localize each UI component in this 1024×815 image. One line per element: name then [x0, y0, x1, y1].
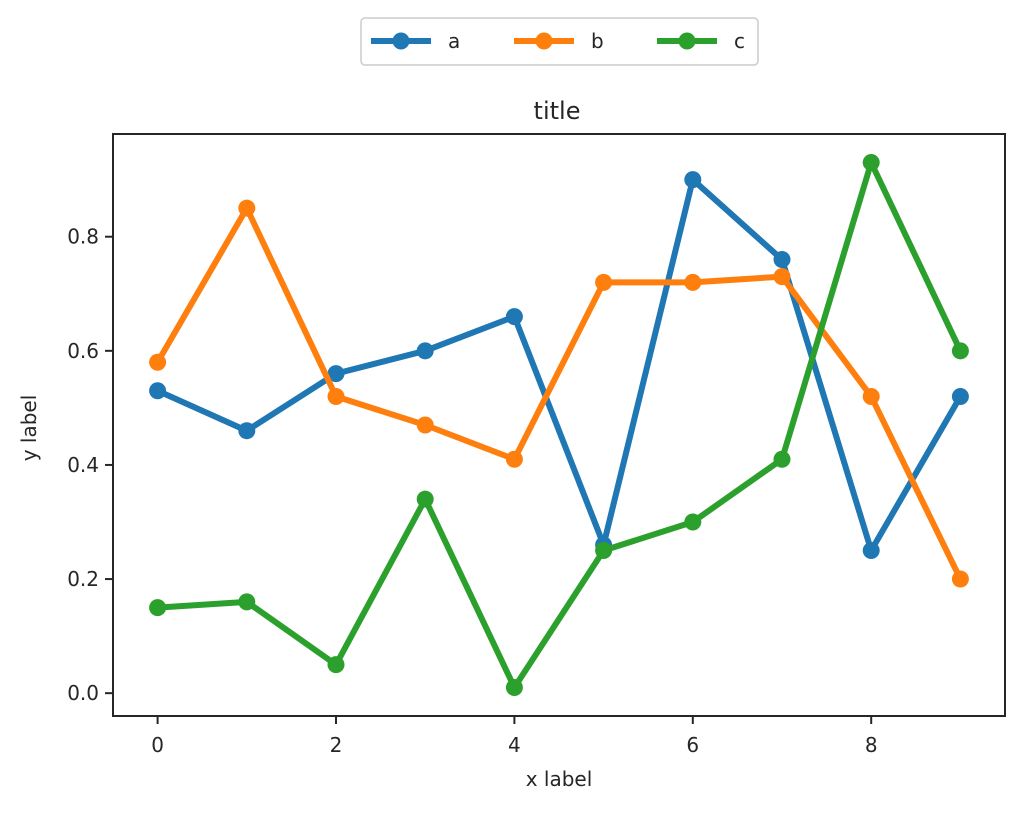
data-point-b: [951, 570, 969, 588]
data-point-b: [595, 273, 613, 291]
data-point-a: [238, 422, 256, 440]
legend-item-c: c: [657, 29, 745, 53]
data-point-c: [951, 342, 969, 360]
series-a: [149, 171, 969, 560]
data-point-c: [773, 450, 791, 468]
series-line-c: [154, 159, 964, 691]
data-point-b: [773, 268, 791, 286]
data-point-b: [684, 273, 702, 291]
data-point-c: [505, 678, 523, 696]
chart-title: title: [534, 97, 581, 125]
y-axis-label: y label: [17, 395, 41, 462]
series-line-b: [154, 205, 964, 583]
data-point-c: [149, 599, 167, 617]
x-tick-label: 6: [686, 733, 699, 757]
data-point-a: [327, 365, 345, 383]
legend-label-c: c: [734, 29, 745, 53]
series-c: [149, 154, 969, 696]
data-point-a: [416, 342, 434, 360]
y-tick-label: 0.4: [67, 453, 99, 477]
legend-label-a: a: [448, 29, 460, 53]
data-point-a: [505, 308, 523, 326]
legend: a b c: [360, 17, 759, 66]
data-point-c: [595, 542, 613, 560]
data-point-a: [773, 251, 791, 269]
data-point-a: [862, 542, 880, 560]
data-point-c: [684, 513, 702, 531]
x-tick-label: 0: [151, 733, 164, 757]
data-point-c: [416, 490, 434, 508]
legend-item-b: b: [514, 29, 604, 53]
data-point-a: [684, 171, 702, 189]
data-point-c: [862, 154, 880, 172]
data-point-b: [327, 387, 345, 405]
x-tick-label: 4: [508, 733, 521, 757]
data-point-c: [238, 593, 256, 611]
data-point-b: [238, 199, 256, 217]
y-tick-label: 0.6: [67, 339, 99, 363]
legend-marker-b: [535, 32, 553, 50]
legend-label-b: b: [591, 29, 604, 53]
x-axis-ticks: 0 2 4 6 8: [151, 716, 878, 757]
data-point-b: [149, 353, 167, 371]
data-point-a: [951, 387, 969, 405]
x-tick-label: 2: [330, 733, 343, 757]
x-tick-label: 8: [865, 733, 878, 757]
series-layer: [149, 154, 969, 696]
data-point-c: [327, 656, 345, 674]
series-line-a: [154, 176, 964, 554]
data-point-b: [416, 416, 434, 434]
y-tick-label: 0.8: [67, 225, 99, 249]
data-point-b: [862, 387, 880, 405]
legend-marker-a: [392, 32, 410, 50]
data-point-a: [149, 382, 167, 400]
y-tick-label: 0.0: [67, 681, 99, 705]
legend-marker-c: [678, 32, 696, 50]
data-point-b: [505, 450, 523, 468]
series-b: [149, 199, 969, 588]
y-axis-ticks: 0.0 0.2 0.4 0.6 0.8: [67, 225, 113, 705]
y-tick-label: 0.2: [67, 567, 99, 591]
legend-item-a: a: [371, 29, 460, 53]
x-axis-label: x label: [526, 767, 593, 791]
